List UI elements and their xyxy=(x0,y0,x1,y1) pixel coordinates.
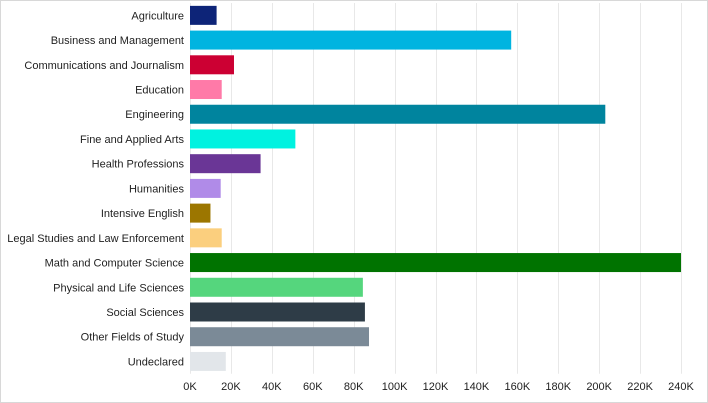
x-tick-label: 120K xyxy=(423,381,449,393)
category-label: Undeclared xyxy=(128,356,184,368)
category-label: Physical and Life Sciences xyxy=(53,282,184,294)
category-label: Health Professions xyxy=(92,159,185,171)
category-label: Fine and Applied Arts xyxy=(80,134,184,146)
bar xyxy=(190,104,606,124)
bar xyxy=(190,80,222,100)
category-label: Communications and Journalism xyxy=(24,60,184,72)
x-tick-label: 0K xyxy=(183,381,197,393)
category-label: Business and Management xyxy=(51,35,184,47)
bar xyxy=(190,302,365,322)
bar xyxy=(190,203,211,223)
grid-lines xyxy=(190,3,682,374)
x-tick-label: 140K xyxy=(464,381,490,393)
bar xyxy=(190,154,261,174)
category-label: Other Fields of Study xyxy=(81,332,185,344)
x-tick-label: 80K xyxy=(344,381,364,393)
category-label: Math and Computer Science xyxy=(45,258,184,270)
category-label: Education xyxy=(135,85,184,97)
bar xyxy=(190,228,222,248)
x-tick-label: 220K xyxy=(627,381,653,393)
bar xyxy=(190,129,296,149)
bar xyxy=(190,351,226,371)
category-label: Agriculture xyxy=(131,10,184,22)
category-label: Social Sciences xyxy=(106,307,184,319)
x-tick-label: 180K xyxy=(545,381,571,393)
category-label: Legal Studies and Law Enforcement xyxy=(7,233,184,245)
x-tick-label: 40K xyxy=(262,381,282,393)
bar xyxy=(190,253,681,273)
bar xyxy=(190,30,512,50)
x-tick-label: 160K xyxy=(504,381,530,393)
x-tick-label: 200K xyxy=(586,381,612,393)
category-label: Humanities xyxy=(129,183,185,195)
bar xyxy=(190,178,221,198)
bars xyxy=(190,5,681,371)
x-tick-label: 240K xyxy=(668,381,694,393)
x-axis-tick-labels: 0K 20K 40K 60K 80K 100K 120K 140K 160K 180K 200K 22… xyxy=(183,381,694,393)
bar xyxy=(190,5,217,25)
category-labels: Agriculture Business and Management Commun… xyxy=(7,10,184,368)
x-tick-label: 20K xyxy=(221,381,241,393)
bar xyxy=(190,327,370,347)
bar xyxy=(190,277,363,297)
x-tick-label: 100K xyxy=(382,381,408,393)
category-label: Engineering xyxy=(125,109,184,121)
category-label: Intensive English xyxy=(101,208,184,220)
x-tick-label: 60K xyxy=(303,381,323,393)
bar xyxy=(190,55,234,75)
